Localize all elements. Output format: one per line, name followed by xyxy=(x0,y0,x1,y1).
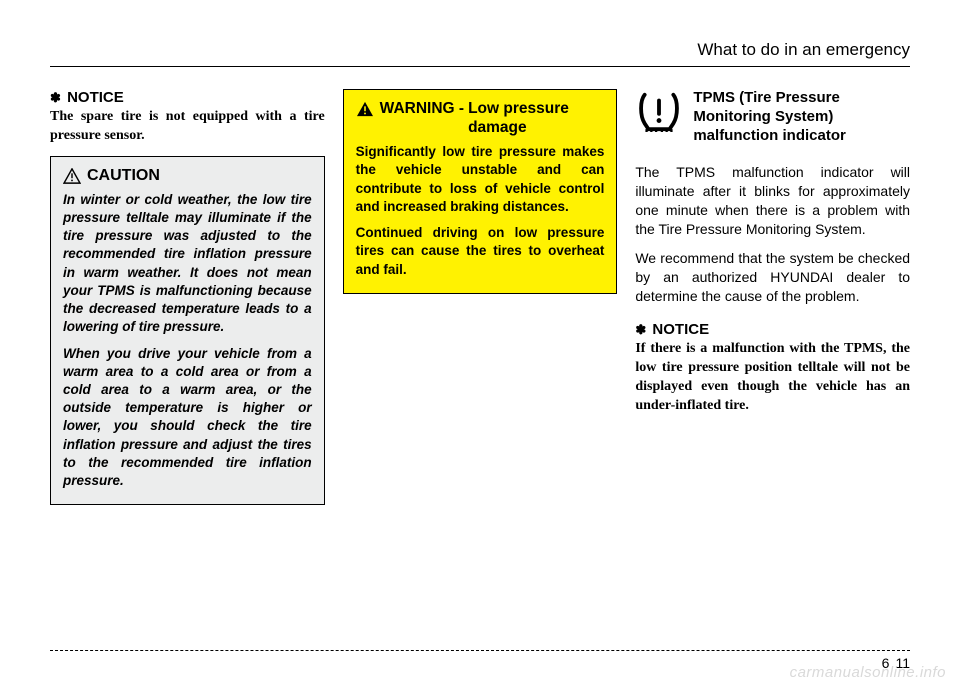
notice2-text: If there is a malfunction with the TPMS,… xyxy=(635,340,910,416)
chapter-title: What to do in an emergency xyxy=(697,40,910,59)
diamond-icon: ✽ xyxy=(50,90,61,105)
caution-p1: In winter or cold weather, the low tire … xyxy=(63,191,312,337)
tpms-title: TPMS (Tire Pressure Monitoring System) m… xyxy=(693,89,910,145)
manual-page: What to do in an emergency ✽ NOTICE The … xyxy=(0,0,960,689)
chapter-header: What to do in an emergency xyxy=(50,40,910,67)
column-3: TPMS (Tire Pressure Monitoring System) m… xyxy=(635,89,910,505)
warning-heading: WARNING - Low pressure damage xyxy=(356,100,605,137)
notice2-label-text: NOTICE xyxy=(652,321,709,338)
warning-box: WARNING - Low pressure damage Significan… xyxy=(343,89,618,294)
warning-title: WARNING - xyxy=(380,100,464,118)
caution-body: In winter or cold weather, the low tire … xyxy=(63,191,312,491)
tpms-p2: We recommend that the system be checked … xyxy=(635,249,910,306)
diamond-icon: ✽ xyxy=(635,322,646,337)
notice2-label: ✽ NOTICE xyxy=(635,321,910,338)
column-2: WARNING - Low pressure damage Significan… xyxy=(343,89,618,505)
column-1: ✽ NOTICE The spare tire is not equipped … xyxy=(50,89,325,505)
caution-p2: When you drive your vehicle from a warm … xyxy=(63,345,312,491)
warning-subtitle: Low pressure damage xyxy=(468,100,604,137)
warning-body: Significantly low tire pressure makes th… xyxy=(356,143,605,279)
warning-triangle-icon xyxy=(356,101,374,117)
notice-label-text: NOTICE xyxy=(67,89,124,106)
notice-label: ✽ NOTICE xyxy=(50,89,325,106)
tpms-header: TPMS (Tire Pressure Monitoring System) m… xyxy=(635,89,910,145)
caution-box: CAUTION In winter or cold weather, the l… xyxy=(50,156,325,506)
page-footer: 611 xyxy=(50,650,910,671)
content-columns: ✽ NOTICE The spare tire is not equipped … xyxy=(50,89,910,505)
warning-p2: Continued driving on low pres­sure tires… xyxy=(356,224,605,279)
caution-title: CAUTION xyxy=(87,167,160,185)
watermark: carmanualsonline.info xyxy=(790,664,946,681)
tpms-p1: The TPMS malfunction indicator will illu… xyxy=(635,163,910,239)
caution-heading: CAUTION xyxy=(63,167,312,185)
tpms-icon xyxy=(635,89,683,133)
notice-text: The spare tire is not equipped with a ti… xyxy=(50,108,325,146)
warning-p1: Significantly low tire pressure makes th… xyxy=(356,143,605,216)
caution-triangle-icon xyxy=(63,168,81,184)
